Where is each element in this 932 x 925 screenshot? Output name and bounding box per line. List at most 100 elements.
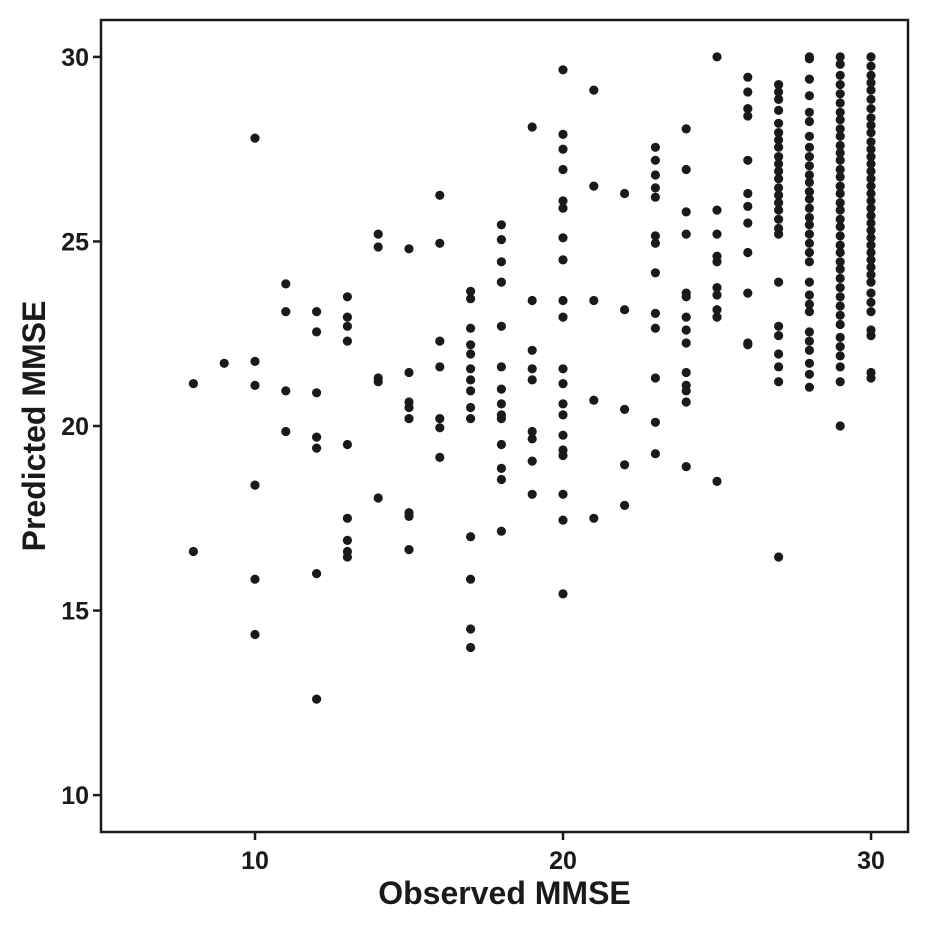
- data-point: [250, 380, 260, 390]
- data-point: [866, 255, 876, 265]
- data-point: [558, 295, 568, 306]
- y-tick-label: 30: [61, 44, 89, 72]
- data-point: [835, 377, 845, 387]
- data-point: [281, 386, 291, 396]
- data-point: [866, 104, 876, 114]
- data-point: [774, 142, 784, 152]
- data-point: [774, 94, 784, 104]
- y-axis-title: Predicted MMSE: [16, 301, 52, 552]
- data-point: [558, 312, 568, 322]
- data-point: [250, 574, 260, 584]
- data-point: [743, 201, 753, 211]
- data-point: [281, 307, 291, 317]
- data-point: [835, 140, 845, 151]
- data-point: [404, 545, 414, 555]
- data-point: [650, 142, 661, 152]
- data-point: [620, 188, 630, 199]
- data-point: [558, 364, 568, 374]
- data-point: [681, 229, 691, 239]
- data-point: [712, 229, 722, 239]
- data-point: [835, 319, 845, 330]
- data-point: [866, 270, 876, 280]
- data-point: [835, 115, 845, 125]
- data-point: [650, 231, 661, 241]
- data-point: [681, 124, 691, 134]
- data-point: [866, 277, 876, 287]
- data-point: [312, 327, 322, 337]
- data-point: [620, 305, 630, 315]
- data-point: [743, 111, 753, 121]
- data-point: [866, 128, 876, 138]
- data-point: [558, 450, 568, 461]
- data-point: [743, 104, 753, 114]
- data-point: [866, 240, 876, 250]
- data-point: [404, 402, 414, 413]
- data-point: [835, 292, 845, 302]
- y-tick-label: 15: [61, 598, 89, 626]
- data-point: [804, 203, 815, 213]
- data-point: [835, 148, 845, 158]
- data-point: [681, 386, 691, 396]
- x-tick-label: 20: [549, 847, 577, 875]
- data-point: [650, 373, 661, 383]
- data-point: [743, 72, 753, 82]
- data-point: [835, 231, 845, 241]
- data-point: [835, 264, 845, 274]
- data-point: [804, 131, 815, 141]
- data-point: [774, 321, 784, 331]
- data-point: [620, 460, 630, 470]
- data-point: [774, 190, 784, 200]
- data-point: [774, 118, 784, 128]
- data-point: [342, 552, 352, 562]
- data-point: [866, 174, 876, 184]
- data-point: [774, 552, 784, 562]
- data-point: [620, 500, 630, 510]
- data-point: [866, 225, 876, 235]
- data-point: [250, 356, 260, 366]
- data-point: [804, 170, 815, 180]
- data-point: [866, 211, 876, 221]
- y-tick-label: 20: [61, 413, 89, 441]
- data-point: [527, 426, 537, 437]
- data-point: [835, 80, 845, 90]
- data-point: [712, 257, 722, 267]
- data-point: [804, 345, 815, 355]
- data-point: [527, 364, 537, 374]
- data-point: [589, 295, 599, 306]
- data-point: [804, 54, 815, 64]
- data-point: [558, 196, 568, 206]
- data-point: [435, 362, 445, 372]
- data-point: [866, 203, 876, 213]
- data-point: [866, 61, 876, 71]
- data-point: [835, 188, 845, 199]
- data-point: [804, 358, 815, 368]
- data-point: [496, 277, 506, 287]
- data-point: [835, 124, 845, 134]
- data-point: [866, 288, 876, 298]
- data-point: [804, 327, 815, 337]
- data-point: [866, 218, 876, 228]
- data-point: [774, 349, 784, 359]
- data-point: [250, 629, 260, 640]
- data-point: [712, 283, 722, 293]
- data-point: [866, 159, 876, 169]
- data-point: [743, 218, 753, 228]
- data-point: [281, 426, 291, 437]
- data-point: [466, 386, 476, 396]
- x-axis: 10 20 30: [241, 832, 885, 875]
- data-point: [558, 489, 568, 499]
- data-point: [527, 375, 537, 385]
- data-point: [804, 238, 815, 248]
- data-point: [774, 166, 784, 176]
- data-point: [804, 177, 815, 187]
- data-point: [712, 290, 722, 300]
- data-point: [866, 85, 876, 95]
- data-point: [835, 89, 845, 99]
- data-point: [496, 321, 506, 331]
- data-point: [435, 238, 445, 248]
- data-point: [496, 414, 506, 424]
- data-point: [620, 404, 630, 414]
- data-point: [466, 642, 476, 653]
